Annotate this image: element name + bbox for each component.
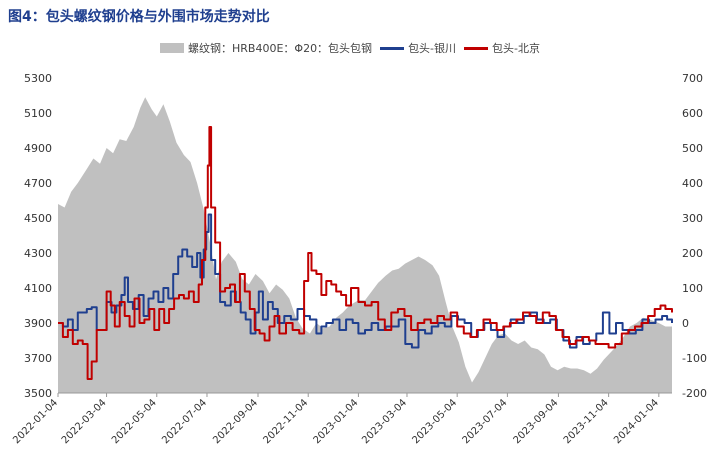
y-right-tick-label: 400 <box>682 177 703 190</box>
y-right-tick-label: 100 <box>682 282 703 295</box>
line-layer <box>58 126 673 380</box>
legend-label-line2: 包头-北京 <box>492 42 541 55</box>
y-right-tick-label: 600 <box>682 107 703 120</box>
y-left-tick-label: 4700 <box>24 177 52 190</box>
y-left-tick-label: 4500 <box>24 212 52 225</box>
y-right-tick-label: -200 <box>682 387 707 400</box>
x-tick-label: 2022-03-04 <box>60 397 109 446</box>
x-tick-label: 2023-09-04 <box>512 397 561 446</box>
y-left-tick-label: 3900 <box>24 317 52 330</box>
line-series-2 <box>58 126 673 380</box>
y-right-tick-label: 200 <box>682 247 703 260</box>
x-tick-label: 2023-07-04 <box>461 397 510 446</box>
legend-item-line2: 包头-北京 <box>464 40 540 56</box>
x-tick-label: 2024-01-04 <box>612 397 661 446</box>
y-right-tick-label: 500 <box>682 142 703 155</box>
legend-swatch-area <box>160 43 184 53</box>
x-tick-label: 2022-09-04 <box>211 397 260 446</box>
legend-swatch-line2 <box>464 46 489 50</box>
legend: 螺纹钢：HRB400E：Φ20：包头包钢 包头-银川 包头-北京 <box>160 40 542 56</box>
area-layer <box>58 97 672 394</box>
x-tick-label: 2022-07-04 <box>160 397 209 446</box>
x-tick-label: 2022-01-04 <box>11 397 60 446</box>
y-left-tick-label: 3700 <box>24 352 52 365</box>
y-left-tick-label: 4300 <box>24 247 52 260</box>
x-tick-label: 2022-11-04 <box>261 397 310 446</box>
legend-item-area: 螺纹钢：HRB400E：Φ20：包头包钢 <box>160 40 372 56</box>
y-right-tick-label: -100 <box>682 352 707 365</box>
area-series <box>58 97 672 394</box>
legend-label-line1: 包头-银川 <box>408 42 457 55</box>
y-right-tick-label: 300 <box>682 212 703 225</box>
y-right-tick-label: 0 <box>682 317 689 330</box>
page-title: 图4：包头螺纹钢价格与外围市场走势对比 <box>8 9 270 25</box>
x-tick-label: 2023-01-04 <box>312 397 361 446</box>
y-left-tick-label: 5300 <box>24 72 52 85</box>
x-tick-label: 2023-03-04 <box>360 397 409 446</box>
y-left-tick-label: 3500 <box>24 387 52 400</box>
y-left-tick-label: 4900 <box>24 142 52 155</box>
legend-label-area: 螺纹钢：HRB400E：Φ20：包头包钢 <box>188 42 373 55</box>
x-tick-label: 2023-11-04 <box>562 397 611 446</box>
legend-item-line1: 包头-银川 <box>380 40 456 56</box>
y-right-tick-label: 700 <box>682 72 703 85</box>
x-tick-label: 2023-05-04 <box>410 397 459 446</box>
legend-swatch-line1 <box>380 46 405 50</box>
y-left-tick-label: 4100 <box>24 282 52 295</box>
x-tick-label: 2022-05-04 <box>110 397 159 446</box>
y-left-tick-label: 5100 <box>24 107 52 120</box>
